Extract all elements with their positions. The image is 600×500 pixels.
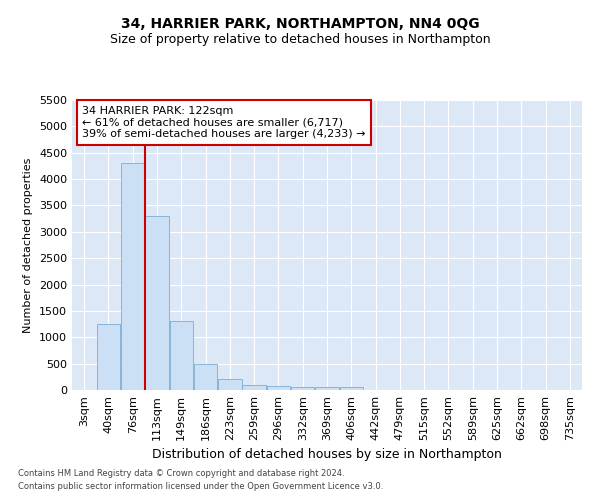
Bar [291,387,314,390]
Bar [194,364,217,390]
Bar [340,388,363,390]
Text: Contains public sector information licensed under the Open Government Licence v3: Contains public sector information licen… [18,482,383,491]
Text: Size of property relative to detached houses in Northampton: Size of property relative to detached ho… [110,32,490,46]
Text: Contains HM Land Registry data © Crown copyright and database right 2024.: Contains HM Land Registry data © Crown c… [18,468,344,477]
Bar [266,386,290,390]
Bar [145,216,169,390]
Text: 34, HARRIER PARK, NORTHAMPTON, NN4 0QG: 34, HARRIER PARK, NORTHAMPTON, NN4 0QG [121,18,479,32]
Bar [170,322,193,390]
Bar [218,380,242,390]
Text: 34 HARRIER PARK: 122sqm
← 61% of detached houses are smaller (6,717)
39% of semi: 34 HARRIER PARK: 122sqm ← 61% of detache… [82,106,366,139]
X-axis label: Distribution of detached houses by size in Northampton: Distribution of detached houses by size … [152,448,502,462]
Bar [242,384,266,390]
Bar [97,324,120,390]
Bar [121,164,145,390]
Y-axis label: Number of detached properties: Number of detached properties [23,158,34,332]
Bar [315,388,339,390]
